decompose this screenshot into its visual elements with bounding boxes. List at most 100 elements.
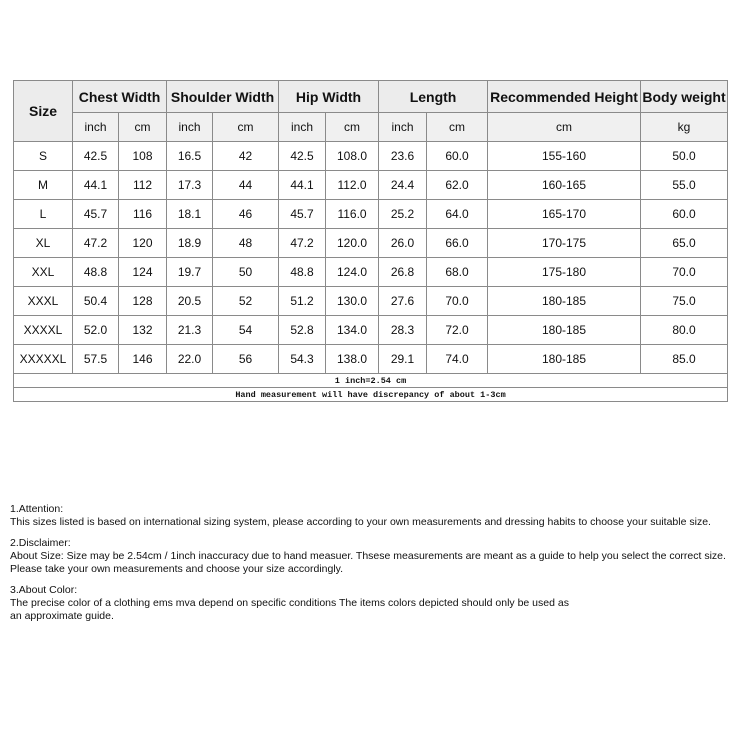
value-cell: 65.0 — [640, 228, 729, 258]
value-cell: 72.0 — [426, 315, 489, 345]
table-row: S 42.5 108 16.5 42 42.5 108.0 23.6 60.0 155-160 50… — [13, 141, 729, 171]
value-cell: 21.3 — [166, 315, 214, 345]
value-cell: 51.2 — [278, 286, 327, 316]
unit-cell: inch — [278, 112, 327, 142]
value-cell: 132 — [117, 315, 168, 345]
value-cell: 66.0 — [426, 228, 489, 258]
value-cell: 50.4 — [72, 286, 119, 316]
size-cell: XXXXL — [13, 315, 73, 345]
value-cell: 130.0 — [325, 286, 380, 316]
value-cell: 23.6 — [378, 141, 428, 171]
value-cell: 48 — [212, 228, 280, 258]
table-row: M 44.1 112 17.3 44 44.1 112.0 24.4 62.0 160-165 55… — [13, 170, 729, 200]
value-cell: 108.0 — [325, 141, 380, 171]
value-cell: 116.0 — [325, 199, 380, 229]
note-block: 1.Attention: This sizes listed is based o… — [10, 503, 726, 529]
value-cell: 108 — [117, 141, 168, 171]
value-cell: 47.2 — [278, 228, 327, 258]
unit-cell: cm — [212, 112, 280, 142]
value-cell: 120.0 — [325, 228, 380, 258]
table-row: XXL 48.8 124 19.7 50 48.8 124.0 26.8 68.0 175-180… — [13, 257, 729, 287]
note-title: 3.About Color: — [10, 584, 78, 596]
value-cell: 70.0 — [640, 257, 729, 287]
value-cell: 180-185 — [487, 286, 642, 316]
unit-cell: cm — [325, 112, 380, 142]
table-row: XXXXXL 57.5 146 22.0 56 54.3 138.0 29.1 74.0 180-… — [13, 344, 729, 374]
unit-cell: inch — [378, 112, 428, 142]
value-cell: 85.0 — [640, 344, 729, 374]
value-cell: 75.0 — [640, 286, 729, 316]
value-cell: 19.7 — [166, 257, 214, 287]
value-cell: 18.9 — [166, 228, 214, 258]
value-cell: 146 — [117, 344, 168, 374]
footnote: 1 inch=2.54 cm — [12, 373, 729, 388]
note-text: Please take your own measurements and ch… — [10, 563, 344, 575]
unit-cell: kg — [640, 112, 729, 142]
value-cell: 45.7 — [72, 199, 119, 229]
header-hip: Hip Width — [278, 80, 380, 113]
footnote-row: Hand measurement will have discrepancy o… — [12, 387, 729, 402]
value-cell: 116 — [117, 199, 168, 229]
table-row: XXXXL 52.0 132 21.3 54 52.8 134.0 28.3 72.0 180-1… — [13, 315, 729, 345]
note-title: 1.Attention: — [10, 503, 64, 515]
value-cell: 62.0 — [426, 170, 489, 200]
footnote: Hand measurement will have discrepancy o… — [12, 387, 729, 402]
value-cell: 70.0 — [426, 286, 489, 316]
value-cell: 124 — [117, 257, 168, 287]
value-cell: 22.0 — [166, 344, 214, 374]
note-text: About Size: Size may be 2.54cm / 1inch i… — [10, 550, 726, 562]
value-cell: 50 — [212, 257, 280, 287]
header-weight: Body weight — [640, 80, 729, 113]
value-cell: 54 — [212, 315, 280, 345]
value-cell: 57.5 — [72, 344, 119, 374]
value-cell: 52.0 — [72, 315, 119, 345]
note-title: 2.Disclaimer: — [10, 537, 71, 549]
value-cell: 20.5 — [166, 286, 214, 316]
value-cell: 18.1 — [166, 199, 214, 229]
value-cell: 54.3 — [278, 344, 327, 374]
value-cell: 120 — [117, 228, 168, 258]
table-row: XL 47.2 120 18.9 48 47.2 120.0 26.0 66.0 170-175 6… — [13, 228, 729, 258]
value-cell: 138.0 — [325, 344, 380, 374]
value-cell: 48.8 — [278, 257, 327, 287]
unit-cell: cm — [117, 112, 168, 142]
header-height: Recommended Height — [487, 80, 642, 113]
value-cell: 112.0 — [325, 170, 380, 200]
value-cell: 165-170 — [487, 199, 642, 229]
value-cell: 42.5 — [72, 141, 119, 171]
size-cell: S — [13, 141, 73, 171]
value-cell: 48.8 — [72, 257, 119, 287]
value-cell: 44 — [212, 170, 280, 200]
value-cell: 17.3 — [166, 170, 214, 200]
footnote-row: 1 inch=2.54 cm — [12, 373, 729, 388]
size-chart-table: Size Chest Width Shoulder Width Hip Widt… — [12, 80, 729, 402]
header-shoulder: Shoulder Width — [166, 80, 280, 113]
size-cell: L — [13, 199, 73, 229]
value-cell: 44.1 — [72, 170, 119, 200]
header-row: Size Chest Width Shoulder Width Hip Widt… — [13, 80, 729, 142]
header-chest: Chest Width — [71, 80, 168, 113]
value-cell: 29.1 — [378, 344, 428, 374]
value-cell: 134.0 — [325, 315, 380, 345]
value-cell: 68.0 — [426, 257, 489, 287]
value-cell: 60.0 — [426, 141, 489, 171]
size-cell: XL — [13, 228, 73, 258]
header-size: Size — [13, 80, 73, 142]
note-text: an approximate guide. — [10, 610, 114, 622]
value-cell: 112 — [117, 170, 168, 200]
value-cell: 128 — [117, 286, 168, 316]
value-cell: 180-185 — [487, 315, 642, 345]
size-cell: M — [13, 170, 73, 200]
value-cell: 55.0 — [640, 170, 729, 200]
value-cell: 16.5 — [166, 141, 214, 171]
value-cell: 50.0 — [640, 141, 729, 171]
value-cell: 160-165 — [487, 170, 642, 200]
value-cell: 60.0 — [640, 199, 729, 229]
unit-row: inch cm inch cm inch cm inch cm cm kg — [14, 112, 729, 142]
value-cell: 56 — [212, 344, 280, 374]
header-length: Length — [378, 80, 489, 113]
table-row: L 45.7 116 18.1 46 45.7 116.0 25.2 64.0 165-170 60… — [13, 199, 729, 229]
value-cell: 27.6 — [378, 286, 428, 316]
unit-cell: cm — [487, 112, 642, 142]
value-cell: 25.2 — [378, 199, 428, 229]
